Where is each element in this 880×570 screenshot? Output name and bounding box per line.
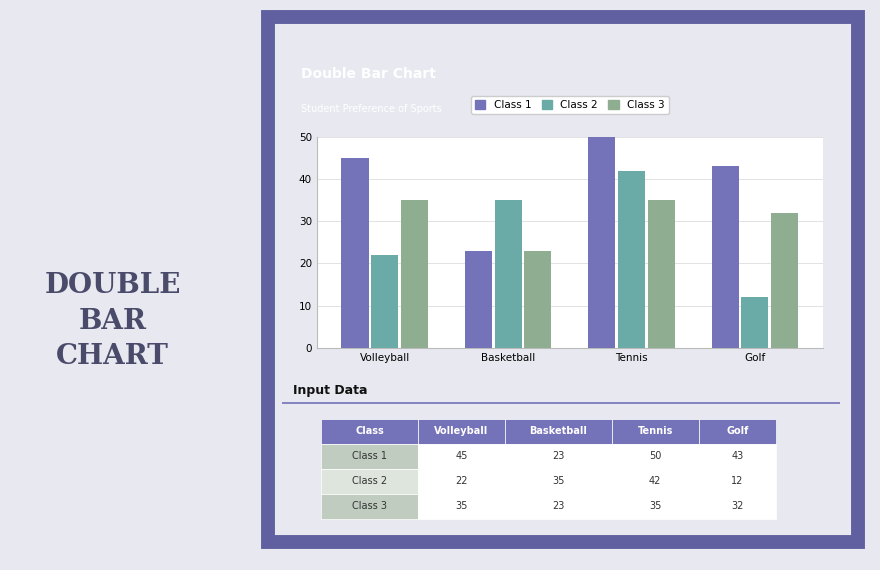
Bar <box>771 213 798 348</box>
Bar <box>648 200 675 348</box>
Text: 23: 23 <box>552 501 565 511</box>
Text: 23: 23 <box>552 451 565 461</box>
Text: 50: 50 <box>649 451 662 461</box>
Bar <box>495 200 522 348</box>
Text: 45: 45 <box>455 451 468 461</box>
Text: Class 2: Class 2 <box>352 477 387 486</box>
Legend: Class 1, Class 2, Class 3: Class 1, Class 2, Class 3 <box>471 96 669 114</box>
Text: Class 1: Class 1 <box>352 451 387 461</box>
Text: Class: Class <box>356 426 384 437</box>
Bar <box>699 419 776 444</box>
Text: 12: 12 <box>731 477 744 486</box>
Bar <box>699 494 776 519</box>
Text: 43: 43 <box>731 451 744 461</box>
Text: 22: 22 <box>455 477 468 486</box>
Text: Basketball: Basketball <box>530 426 587 437</box>
Bar <box>321 494 418 519</box>
Bar <box>524 251 551 348</box>
Text: Double Bar Chart: Double Bar Chart <box>301 67 436 81</box>
Bar <box>612 469 699 494</box>
Bar <box>741 297 768 348</box>
Bar <box>505 444 612 469</box>
Bar <box>612 494 699 519</box>
Text: Class 3: Class 3 <box>352 501 387 511</box>
Bar <box>321 444 418 469</box>
Bar <box>505 469 612 494</box>
Text: 32: 32 <box>731 501 744 511</box>
Text: DOUBLE
BAR
CHART: DOUBLE BAR CHART <box>45 272 181 370</box>
Bar <box>321 469 418 494</box>
Bar <box>505 419 612 444</box>
Bar <box>712 166 739 348</box>
Bar <box>699 444 776 469</box>
Bar <box>465 251 492 348</box>
Text: 35: 35 <box>455 501 468 511</box>
Bar <box>418 469 505 494</box>
Bar <box>418 494 505 519</box>
Bar <box>418 444 505 469</box>
Bar <box>400 200 428 348</box>
Text: Student Preference of Sports: Student Preference of Sports <box>301 104 442 115</box>
Bar <box>612 444 699 469</box>
Bar <box>341 158 369 348</box>
Bar <box>418 419 505 444</box>
Text: Tennis: Tennis <box>637 426 673 437</box>
Text: Input Data: Input Data <box>293 384 367 397</box>
Text: 35: 35 <box>552 477 565 486</box>
Bar <box>371 255 399 348</box>
Text: 42: 42 <box>649 477 662 486</box>
Bar <box>505 494 612 519</box>
Bar <box>618 170 645 348</box>
Bar <box>589 137 615 348</box>
Bar <box>612 419 699 444</box>
Bar <box>699 469 776 494</box>
Text: 35: 35 <box>649 501 662 511</box>
Bar <box>321 419 418 444</box>
Text: Golf: Golf <box>726 426 749 437</box>
Text: Volleyball: Volleyball <box>435 426 488 437</box>
